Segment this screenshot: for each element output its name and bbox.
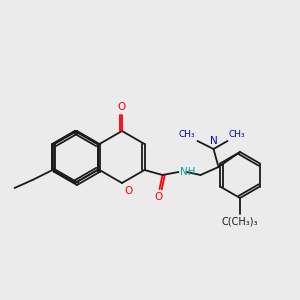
Text: CH₃: CH₃	[229, 130, 245, 139]
Text: NH: NH	[179, 167, 195, 177]
Text: C(CH₃)₃: C(CH₃)₃	[222, 216, 258, 226]
Text: N: N	[210, 136, 218, 146]
Text: CH₃: CH₃	[179, 130, 196, 139]
Text: O: O	[124, 186, 132, 196]
Text: O: O	[154, 192, 163, 202]
Text: O: O	[118, 102, 126, 112]
